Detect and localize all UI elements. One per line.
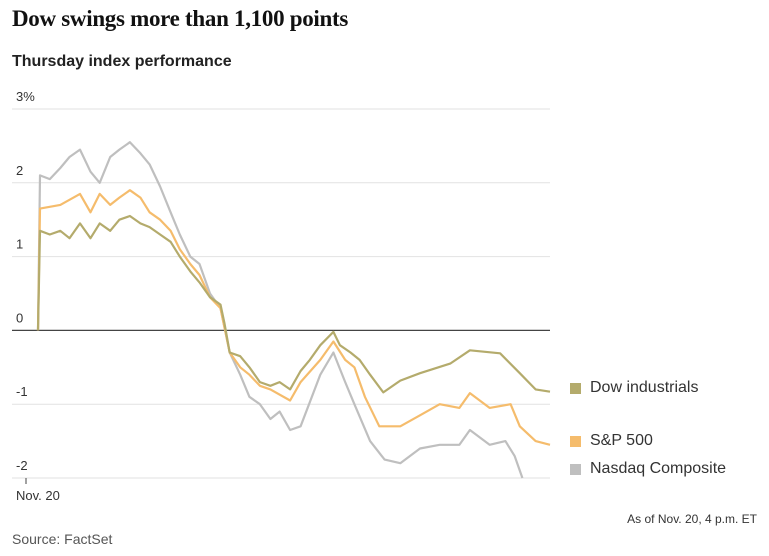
timestamp-note: As of Nov. 20, 4 p.m. ET <box>627 512 757 526</box>
legend-label-sp500: S&P 500 <box>590 432 653 449</box>
legend-swatch-sp500 <box>570 435 581 447</box>
x-tick-label: Nov. 20 <box>16 488 60 503</box>
legend-swatch-nasdaq <box>570 463 581 475</box>
y-tick-label: -1 <box>16 384 28 399</box>
legend-swatch-dow <box>570 382 581 394</box>
y-tick-label: -2 <box>16 458 28 473</box>
y-tick-label: 3% <box>16 89 35 104</box>
chart-subtitle: Thursday index performance <box>12 53 232 70</box>
y-tick-label: 2 <box>16 163 23 178</box>
chart-title: Dow swings more than 1,100 points <box>12 6 348 31</box>
legend-label-nasdaq: Nasdaq Composite <box>590 460 727 477</box>
legend-item-nasdaq: Nasdaq Composite <box>570 460 726 478</box>
source-note: Source: FactSet <box>12 531 113 547</box>
series-line-s-p-500 <box>36 189 551 446</box>
y-tick-label: 1 <box>16 237 23 252</box>
y-tick-label: 0 <box>16 310 23 325</box>
legend-label-dow: Dow industrials <box>590 379 699 396</box>
legend-item-sp500: S&P 500 <box>570 432 653 450</box>
legend-item-dow: Dow industrials <box>570 379 698 397</box>
series-line-nasdaq-composite <box>36 141 524 479</box>
series-line-dow-industrials <box>36 214 551 394</box>
